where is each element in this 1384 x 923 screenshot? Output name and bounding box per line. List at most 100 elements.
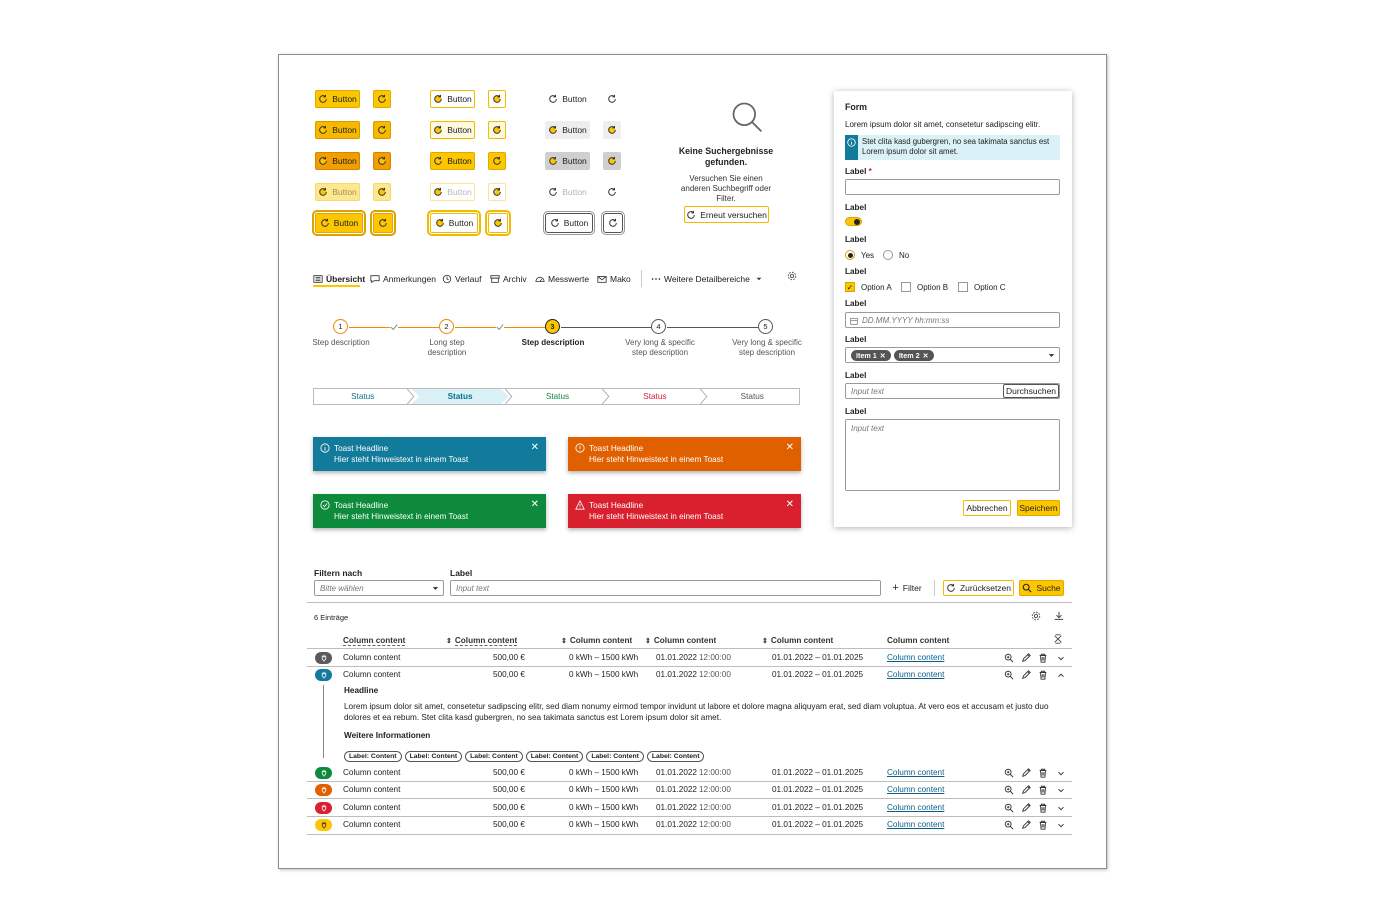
zoom-icon[interactable] — [1004, 803, 1014, 813]
radio-yes[interactable]: Yes — [845, 250, 874, 260]
primary-icon-button-active[interactable] — [373, 152, 391, 170]
primary-icon-button-focus[interactable] — [370, 210, 396, 236]
download-icon[interactable] — [1054, 611, 1064, 621]
secondary-button-disabled[interactable]: Button — [430, 183, 475, 201]
chevron-up-icon[interactable] — [1056, 670, 1066, 680]
close-icon[interactable]: ✕ — [530, 499, 539, 510]
primary-button-hover[interactable]: Button — [315, 121, 360, 139]
edit-icon[interactable] — [1021, 768, 1031, 778]
reset-button[interactable]: Zurücksetzen — [943, 580, 1014, 596]
zoom-icon[interactable] — [1004, 820, 1014, 830]
close-icon[interactable]: ✕ — [785, 499, 794, 510]
step-3[interactable]: 3 — [545, 319, 560, 334]
cell-link[interactable]: Column content — [887, 803, 945, 812]
step-2[interactable]: 2 — [439, 319, 454, 334]
cell-link[interactable]: Column content — [887, 768, 945, 777]
tab-6[interactable]: Weitere Detailbereiche — [651, 271, 762, 287]
filter-select[interactable]: Bitte wählen — [314, 580, 444, 596]
secondary-icon-button-disabled[interactable] — [488, 183, 506, 201]
ghost-button-active[interactable]: Button — [545, 152, 590, 170]
checkbox-option-2[interactable]: Option C — [958, 282, 1006, 292]
edit-icon[interactable] — [1021, 785, 1031, 795]
zoom-icon[interactable] — [1004, 653, 1014, 663]
primary-button-disabled[interactable]: Button — [315, 183, 360, 201]
step-4[interactable]: 4 — [651, 319, 666, 334]
ghost-button-disabled[interactable]: Button — [545, 183, 590, 201]
chevron-down-icon[interactable] — [1056, 820, 1066, 830]
tag-chip[interactable]: Item 2 ✕ — [893, 349, 934, 361]
secondary-icon-button-hover[interactable] — [488, 121, 506, 139]
primary-icon-button-hover[interactable] — [373, 121, 391, 139]
cell-link[interactable]: Column content — [887, 653, 945, 662]
primary-button-focus[interactable]: Button — [312, 210, 366, 236]
collapse-all-icon[interactable] — [1053, 634, 1063, 644]
edit-icon[interactable] — [1021, 670, 1031, 680]
ghost-icon-button-disabled[interactable] — [603, 183, 621, 201]
primary-button-active[interactable]: Button — [315, 152, 360, 170]
table-settings-icon[interactable] — [1031, 611, 1041, 621]
ghost-button-default[interactable]: Button — [545, 90, 590, 108]
tab-5[interactable]: Mako — [597, 271, 631, 287]
secondary-icon-button-active[interactable] — [488, 152, 506, 170]
column-header-1[interactable]: ⇕ Column content — [446, 636, 518, 646]
close-icon[interactable]: ✕ — [879, 350, 886, 360]
filter-button[interactable]: + Filter — [892, 582, 922, 594]
trash-icon[interactable] — [1038, 820, 1048, 830]
ghost-icon-button-active[interactable] — [603, 152, 621, 170]
close-icon[interactable]: ✕ — [922, 350, 929, 360]
primary-icon-button-default[interactable] — [373, 90, 391, 108]
secondary-icon-button-default[interactable] — [488, 90, 506, 108]
ghost-icon-button-focus[interactable] — [601, 211, 625, 235]
column-header-2[interactable]: ⇕ Column content — [561, 636, 633, 645]
tab-3[interactable]: Archiv — [490, 271, 527, 287]
textarea[interactable]: Input text — [845, 419, 1060, 491]
trash-icon[interactable] — [1038, 768, 1048, 778]
column-header-3[interactable]: ⇕ Column content — [645, 636, 717, 645]
step-1[interactable]: 1 — [333, 319, 348, 334]
tab-1[interactable]: Anmerkungen — [370, 271, 436, 287]
radio-no[interactable]: No — [883, 250, 909, 260]
secondary-button-focus[interactable]: Button — [427, 210, 481, 236]
multiselect[interactable]: Item 1 ✕ Item 2 ✕ — [845, 347, 1060, 363]
ghost-icon-button-hover[interactable] — [603, 121, 621, 139]
trash-icon[interactable] — [1038, 670, 1048, 680]
chevron-down-icon[interactable] — [1056, 653, 1066, 663]
tab-0[interactable]: Übersicht — [313, 271, 365, 287]
text-field[interactable] — [845, 179, 1060, 195]
secondary-button-hover[interactable]: Button — [430, 121, 475, 139]
cancel-button[interactable]: Abbrechen — [963, 500, 1011, 516]
date-input[interactable]: DD.MM.YYYY hh:mm:ss — [845, 312, 1060, 328]
ghost-icon-button-default[interactable] — [603, 90, 621, 108]
checkbox-option-0[interactable]: ✓ Option A — [845, 282, 892, 292]
retry-button[interactable]: Erneut versuchen — [684, 206, 769, 223]
edit-icon[interactable] — [1021, 803, 1031, 813]
primary-button-default[interactable]: Button — [315, 90, 360, 108]
browse-button[interactable]: Durchsuchen — [1003, 384, 1059, 398]
save-button[interactable]: Speichern — [1017, 500, 1060, 516]
tag-chip[interactable]: Item 1 ✕ — [851, 349, 891, 361]
tabs-settings-icon[interactable] — [787, 271, 797, 281]
ghost-button-focus[interactable]: Button — [543, 211, 595, 235]
trash-icon[interactable] — [1038, 785, 1048, 795]
zoom-icon[interactable] — [1004, 768, 1014, 778]
cell-link[interactable]: Column content — [887, 785, 945, 794]
ghost-button-hover[interactable]: Button — [545, 121, 590, 139]
zoom-icon[interactable] — [1004, 785, 1014, 795]
edit-icon[interactable] — [1021, 653, 1031, 663]
zoom-icon[interactable] — [1004, 670, 1014, 680]
primary-icon-button-disabled[interactable] — [373, 183, 391, 201]
chevron-down-icon[interactable] — [1056, 803, 1066, 813]
secondary-button-active[interactable]: Button — [430, 152, 475, 170]
close-icon[interactable]: ✕ — [530, 442, 539, 453]
close-icon[interactable]: ✕ — [785, 442, 794, 453]
cell-link[interactable]: Column content — [887, 820, 945, 829]
edit-icon[interactable] — [1021, 820, 1031, 830]
tab-2[interactable]: Verlauf — [442, 271, 481, 287]
column-header-5[interactable]: Column content — [887, 636, 950, 645]
chevron-down-icon[interactable] — [1056, 785, 1066, 795]
secondary-button-default[interactable]: Button — [430, 90, 475, 108]
cell-link[interactable]: Column content — [887, 670, 945, 679]
secondary-icon-button-focus[interactable] — [485, 210, 511, 236]
tab-4[interactable]: Messwerte — [535, 271, 589, 287]
trash-icon[interactable] — [1038, 803, 1048, 813]
